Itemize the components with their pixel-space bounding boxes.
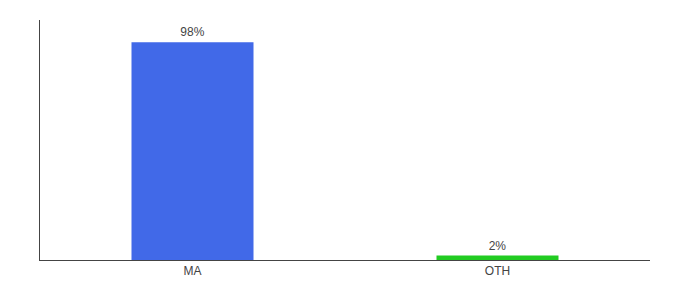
- svg-text:2%: 2%: [489, 239, 507, 253]
- svg-text:98%: 98%: [180, 25, 204, 39]
- svg-text:OTH: OTH: [485, 264, 510, 278]
- svg-text:MA: MA: [184, 264, 202, 278]
